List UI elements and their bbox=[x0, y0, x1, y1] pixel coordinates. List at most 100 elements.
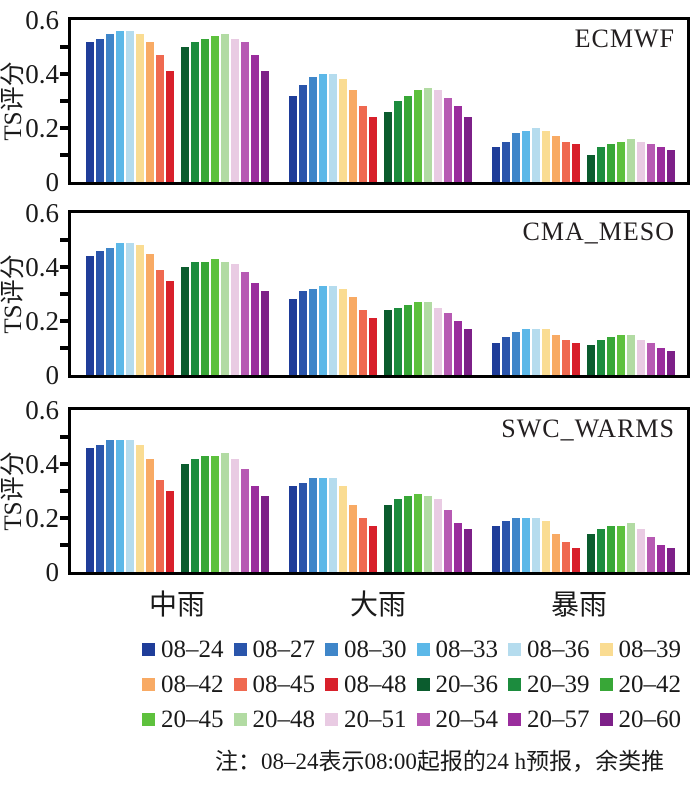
bar bbox=[166, 71, 174, 182]
bar bbox=[116, 30, 124, 182]
bar bbox=[156, 480, 164, 572]
bar bbox=[221, 261, 229, 375]
bar bbox=[251, 485, 259, 572]
bar bbox=[299, 482, 307, 572]
bar bbox=[492, 146, 500, 182]
bar bbox=[166, 491, 174, 572]
bar bbox=[502, 141, 510, 182]
bar bbox=[181, 267, 189, 375]
bars-container bbox=[86, 410, 677, 572]
bar bbox=[86, 41, 94, 182]
bar bbox=[414, 493, 422, 572]
bar bbox=[454, 523, 462, 572]
bar bbox=[126, 30, 134, 182]
bar bbox=[106, 33, 114, 182]
bar-group-中雨 bbox=[86, 439, 271, 572]
y-tick bbox=[60, 319, 69, 323]
bar bbox=[146, 253, 154, 375]
legend-label: 08–24 bbox=[161, 635, 224, 663]
legend-swatch bbox=[416, 643, 430, 656]
legend-swatch bbox=[233, 713, 247, 726]
x-axis-labels: 中雨 大雨 暴雨 bbox=[0, 583, 700, 621]
bar-group-暴雨 bbox=[492, 329, 677, 375]
bar bbox=[116, 439, 124, 572]
bar bbox=[394, 307, 402, 375]
legend-item: 08–39 bbox=[599, 636, 681, 663]
bar bbox=[191, 458, 199, 572]
bar bbox=[289, 299, 297, 375]
bar bbox=[319, 477, 327, 572]
bar bbox=[146, 41, 154, 182]
legend-label: 08–27 bbox=[252, 635, 316, 663]
panel-cma-meso: TS评分 CMA_MESO 0.6 0.4 0.2 0 bbox=[0, 199, 700, 389]
panel-title: SWC_WARMS bbox=[501, 414, 675, 443]
legend-item: 08–27 bbox=[233, 635, 316, 663]
y-tick-label: 0.2 bbox=[25, 503, 59, 533]
y-tick-label: 0.6 bbox=[25, 5, 59, 35]
bar bbox=[384, 310, 392, 375]
bar bbox=[492, 342, 500, 375]
legend-swatch bbox=[508, 713, 521, 726]
y-tick bbox=[60, 516, 69, 520]
bar bbox=[454, 321, 462, 375]
bar bbox=[309, 76, 317, 182]
bar bbox=[359, 518, 367, 572]
plot-area: ECMWF 0.6 0.4 0.2 0 bbox=[25, 6, 690, 196]
legend-swatch bbox=[142, 713, 155, 726]
y-tick bbox=[60, 238, 69, 242]
bar-group-暴雨 bbox=[492, 518, 677, 572]
bar bbox=[211, 36, 219, 182]
bar bbox=[464, 329, 472, 375]
bar bbox=[434, 90, 442, 182]
bar bbox=[552, 534, 560, 572]
bar bbox=[512, 331, 520, 375]
legend-item: 08–45 bbox=[233, 670, 316, 698]
bar bbox=[126, 439, 134, 572]
bar bbox=[587, 345, 595, 375]
legend-swatch bbox=[325, 678, 338, 691]
legend-row: 08–42 08–45 08–48 20–36 20–39 20–42 bbox=[142, 667, 694, 702]
bar bbox=[241, 469, 249, 572]
bar bbox=[319, 74, 327, 182]
bar bbox=[261, 291, 269, 375]
bar bbox=[251, 283, 259, 375]
bar bbox=[166, 280, 174, 375]
bar bbox=[136, 445, 144, 572]
bar bbox=[231, 458, 239, 572]
footnote: 注：08–24表示08:00起报的24 h预报，余类推 bbox=[215, 749, 665, 774]
bar bbox=[384, 504, 392, 572]
legend-label: 08–33 bbox=[435, 635, 499, 663]
bar bbox=[572, 547, 580, 572]
bar bbox=[231, 38, 239, 182]
legend-row: 20–45 20–48 20–51 20–54 20–57 20–60 bbox=[142, 702, 694, 737]
bar bbox=[309, 288, 317, 375]
bar bbox=[116, 242, 124, 375]
bar bbox=[369, 526, 377, 572]
y-tick-label: 0.4 bbox=[25, 59, 59, 89]
bar bbox=[597, 528, 605, 572]
legend-item: 08–30 bbox=[325, 636, 407, 663]
bar bbox=[444, 312, 452, 375]
legend: 08–24 08–27 08–30 08–33 08–36 08–39 08–42 08–45… bbox=[142, 632, 694, 737]
legend-item: 08–24 bbox=[142, 635, 224, 663]
bar bbox=[359, 106, 367, 182]
bar bbox=[231, 264, 239, 375]
legend-label: 08–45 bbox=[252, 670, 316, 698]
bars-container bbox=[86, 20, 677, 182]
legend-item: 20–57 bbox=[508, 706, 590, 733]
bar bbox=[289, 95, 297, 182]
x-axis-label: 中雨 bbox=[148, 590, 206, 621]
legend-swatch bbox=[416, 678, 430, 691]
bar bbox=[627, 523, 635, 572]
legend-swatch bbox=[142, 643, 155, 656]
legend-row: 08–24 08–27 08–30 08–33 08–36 08–39 bbox=[142, 632, 694, 667]
bar bbox=[329, 74, 337, 182]
bar bbox=[637, 141, 645, 182]
bar bbox=[444, 98, 452, 182]
legend-label: 20–42 bbox=[618, 670, 682, 698]
bar bbox=[572, 342, 580, 375]
y-tick-label: 0 bbox=[45, 167, 60, 197]
bar bbox=[319, 285, 327, 375]
bar bbox=[384, 111, 392, 182]
bar bbox=[587, 534, 595, 572]
